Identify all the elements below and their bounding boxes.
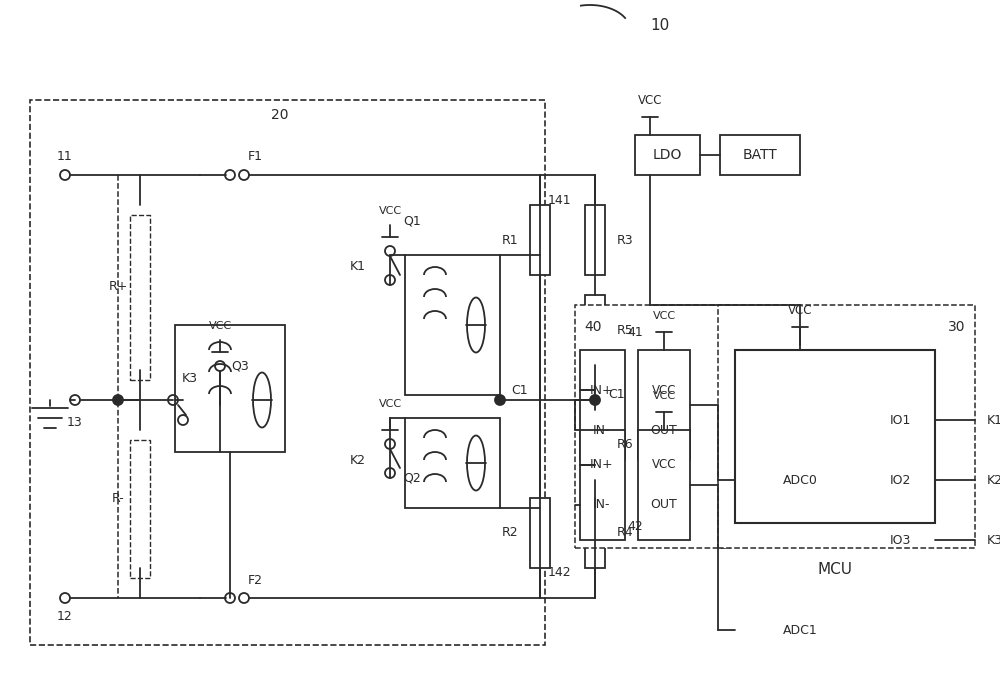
Text: Q2: Q2 xyxy=(403,472,421,484)
Text: K3: K3 xyxy=(182,371,198,385)
Bar xyxy=(580,430,625,540)
Text: K1: K1 xyxy=(350,260,366,274)
Text: R3: R3 xyxy=(617,234,634,246)
Text: 142: 142 xyxy=(548,567,572,579)
Bar xyxy=(530,498,550,568)
Text: OUT: OUT xyxy=(651,424,677,436)
Text: R2: R2 xyxy=(501,526,518,540)
Text: Q3: Q3 xyxy=(231,359,249,373)
Bar xyxy=(30,100,545,645)
Bar xyxy=(635,135,700,175)
Text: BATT: BATT xyxy=(743,148,777,162)
Text: R1: R1 xyxy=(501,234,518,246)
Text: 12: 12 xyxy=(57,609,73,623)
Text: IO2: IO2 xyxy=(889,473,911,487)
Bar xyxy=(638,430,690,540)
Text: VCC: VCC xyxy=(208,321,232,331)
Text: C1: C1 xyxy=(609,389,625,401)
Text: R-: R- xyxy=(112,493,124,505)
Bar xyxy=(175,325,285,452)
Bar xyxy=(720,135,800,175)
Bar xyxy=(585,410,605,480)
Text: IO3: IO3 xyxy=(889,533,911,547)
Bar xyxy=(405,255,500,395)
Text: K2: K2 xyxy=(987,473,1000,487)
Bar xyxy=(530,205,550,275)
Text: K3: K3 xyxy=(987,533,1000,547)
Text: OUT: OUT xyxy=(651,498,677,512)
Text: IN+: IN+ xyxy=(590,459,614,472)
Text: K2: K2 xyxy=(350,454,366,466)
Text: 41: 41 xyxy=(627,327,643,339)
Bar xyxy=(718,305,975,548)
Text: C1: C1 xyxy=(512,383,528,396)
Text: R5: R5 xyxy=(617,323,634,336)
Circle shape xyxy=(590,395,600,405)
Text: VCC: VCC xyxy=(638,94,662,107)
Text: F1: F1 xyxy=(248,151,262,163)
Text: IN+: IN+ xyxy=(590,383,614,396)
Bar xyxy=(638,350,690,460)
Bar xyxy=(405,418,500,508)
Text: 42: 42 xyxy=(627,520,643,533)
Circle shape xyxy=(495,395,505,405)
Text: LDO: LDO xyxy=(652,148,682,162)
Bar xyxy=(585,295,605,365)
Text: VCC: VCC xyxy=(378,399,402,409)
Text: ADC0: ADC0 xyxy=(783,473,817,487)
Bar xyxy=(130,440,150,578)
Bar xyxy=(575,305,730,548)
Bar xyxy=(585,205,605,275)
Text: IN-: IN- xyxy=(593,498,611,512)
Circle shape xyxy=(113,395,123,405)
Text: 13: 13 xyxy=(67,415,83,429)
Text: IO1: IO1 xyxy=(889,413,911,426)
Text: R+: R+ xyxy=(108,281,128,293)
Text: MCU: MCU xyxy=(818,563,852,577)
Text: 10: 10 xyxy=(650,17,670,33)
Bar xyxy=(580,350,625,460)
Text: K1: K1 xyxy=(987,413,1000,426)
Text: VCC: VCC xyxy=(788,304,812,318)
Text: R4: R4 xyxy=(617,526,634,540)
Text: VCC: VCC xyxy=(652,311,676,321)
Text: VCC: VCC xyxy=(652,391,676,401)
Text: 40: 40 xyxy=(584,320,602,334)
Bar xyxy=(585,498,605,568)
Text: 11: 11 xyxy=(57,151,73,163)
Bar xyxy=(735,350,935,523)
Text: Q1: Q1 xyxy=(403,214,421,228)
Text: IN-: IN- xyxy=(593,424,611,436)
Text: 30: 30 xyxy=(948,320,966,334)
Text: 141: 141 xyxy=(548,193,572,207)
Text: VCC: VCC xyxy=(652,459,676,472)
Bar xyxy=(130,215,150,380)
Text: F2: F2 xyxy=(248,574,262,586)
Text: ADC1: ADC1 xyxy=(783,623,817,637)
Text: R6: R6 xyxy=(617,438,634,452)
Text: VCC: VCC xyxy=(378,206,402,216)
Text: 20: 20 xyxy=(271,108,289,122)
Text: VCC: VCC xyxy=(652,383,676,396)
